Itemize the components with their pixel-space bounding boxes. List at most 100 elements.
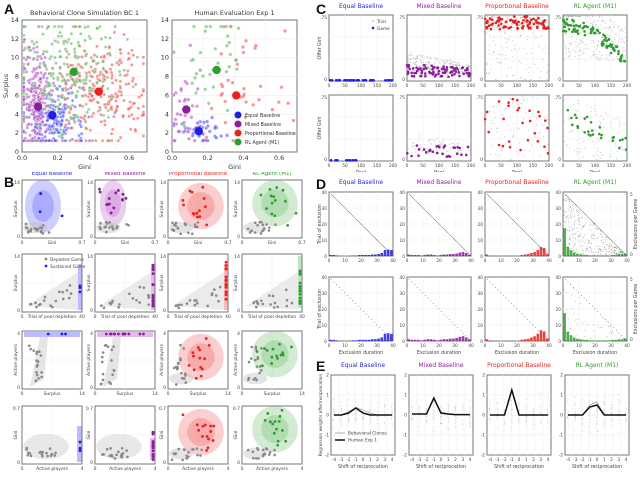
trial-point — [526, 38, 528, 41]
trial-point — [466, 64, 468, 67]
sustained-game-point — [268, 187, 272, 191]
trial-point — [448, 62, 450, 64]
sustained-game-point — [265, 348, 269, 352]
exclusion-point — [580, 232, 582, 234]
game-point-proportional — [521, 121, 524, 125]
trial-point — [578, 51, 581, 53]
trial-point — [590, 106, 592, 108]
game-point-rl — [617, 50, 620, 53]
trial-point — [596, 154, 598, 157]
data-point-rl — [44, 67, 49, 72]
trial-point — [615, 145, 617, 147]
y-tick-label: 14 — [161, 16, 169, 24]
x-tick-label: 4 — [154, 466, 157, 472]
trial-point — [441, 143, 443, 145]
y-tick-label: 0.7 — [13, 406, 20, 412]
exclusion-bar-rl — [588, 340, 592, 341]
data-point-rl — [60, 95, 64, 100]
weight-point — [333, 410, 335, 412]
data-point-rl — [55, 87, 60, 92]
depleted-game-point — [104, 220, 108, 224]
trial-point — [521, 15, 524, 18]
data-point-rl — [65, 62, 70, 67]
x-axis-label: Exclusion duration — [339, 350, 383, 356]
game-point-mixed — [436, 144, 440, 148]
game-point-equal — [386, 79, 390, 82]
depleted-game-point — [252, 378, 256, 381]
trial-point — [546, 78, 548, 80]
weight-point — [518, 421, 520, 423]
data-point-mixed — [176, 129, 181, 134]
weight-point — [391, 414, 393, 416]
y-tick-label: 0 — [17, 460, 20, 466]
weight-point — [596, 411, 598, 413]
weight-point — [525, 416, 527, 418]
depleted-game-point — [254, 345, 258, 349]
sustained-game-point — [151, 263, 155, 267]
diagonal-limit — [330, 278, 392, 340]
column-title-mixed: Mixed Baseline — [418, 362, 463, 369]
weight-point — [440, 418, 442, 420]
x-axis-label: Exclusion duration — [417, 350, 461, 356]
trial-point — [609, 55, 611, 57]
weight-point — [588, 413, 590, 415]
weight-point — [547, 411, 549, 413]
exclusion-point — [592, 324, 594, 326]
x-axis-label: Shift of reciprocation — [494, 464, 544, 470]
weight-point — [447, 427, 449, 428]
exclusion-point — [569, 247, 571, 249]
trial-point — [601, 16, 603, 18]
game-point-mixed — [422, 67, 426, 71]
data-point-mixed — [177, 99, 182, 104]
column-title-rl: RL Agent (M1) — [252, 172, 291, 177]
depleted-game-point — [191, 232, 194, 236]
trial-point — [535, 160, 537, 162]
trial-point — [418, 136, 420, 138]
trial-point — [528, 66, 531, 69]
game-point-proportional — [509, 25, 512, 29]
exclusion-bar-rl — [566, 246, 570, 256]
exclusion-point — [592, 251, 594, 253]
weight-point — [447, 428, 449, 430]
trial-point — [428, 139, 431, 141]
trial-point — [486, 15, 489, 18]
exclusion-bar-equal — [332, 255, 336, 256]
trial-point — [582, 41, 585, 43]
game-point-rl — [583, 130, 587, 134]
weight-point — [441, 408, 442, 410]
depleted-game-point — [27, 451, 30, 455]
weight-point — [574, 413, 576, 415]
trial-point — [406, 134, 408, 136]
weight-point — [532, 411, 534, 413]
diagonal-limit — [408, 278, 470, 340]
trial-point — [502, 54, 504, 56]
sustained-game-point — [272, 195, 276, 199]
data-point-proportional — [102, 119, 107, 123]
trial-point — [609, 19, 611, 21]
sustained-game-point — [151, 296, 155, 300]
depleted-game-point — [100, 360, 104, 364]
weight-point — [618, 413, 620, 415]
data-point-mixed — [173, 90, 178, 95]
data-point-proportional — [127, 82, 131, 86]
data-point-mixed — [41, 73, 46, 77]
weight-point — [454, 409, 456, 411]
data-point-rl — [86, 24, 90, 29]
sustained-game-point — [201, 435, 204, 438]
x-tick-label: 30 — [530, 258, 536, 264]
depleted-game-point — [276, 305, 280, 309]
x-tick-label: 0.7 — [151, 240, 158, 246]
data-point-mixed — [179, 86, 184, 91]
weight-point — [548, 422, 549, 424]
exclusion-point — [577, 231, 579, 233]
data-point-rl — [38, 121, 42, 126]
weight-point — [448, 422, 449, 424]
x-axis-label: Gini — [194, 240, 203, 246]
data-point-mixed — [192, 138, 197, 143]
game-point-mixed — [467, 71, 471, 75]
exclusion-bar-proportional — [546, 254, 549, 256]
trial-point — [608, 141, 610, 143]
weight-point — [547, 407, 549, 409]
x-tick-label: 0 — [167, 466, 170, 472]
trial-point — [620, 146, 622, 148]
